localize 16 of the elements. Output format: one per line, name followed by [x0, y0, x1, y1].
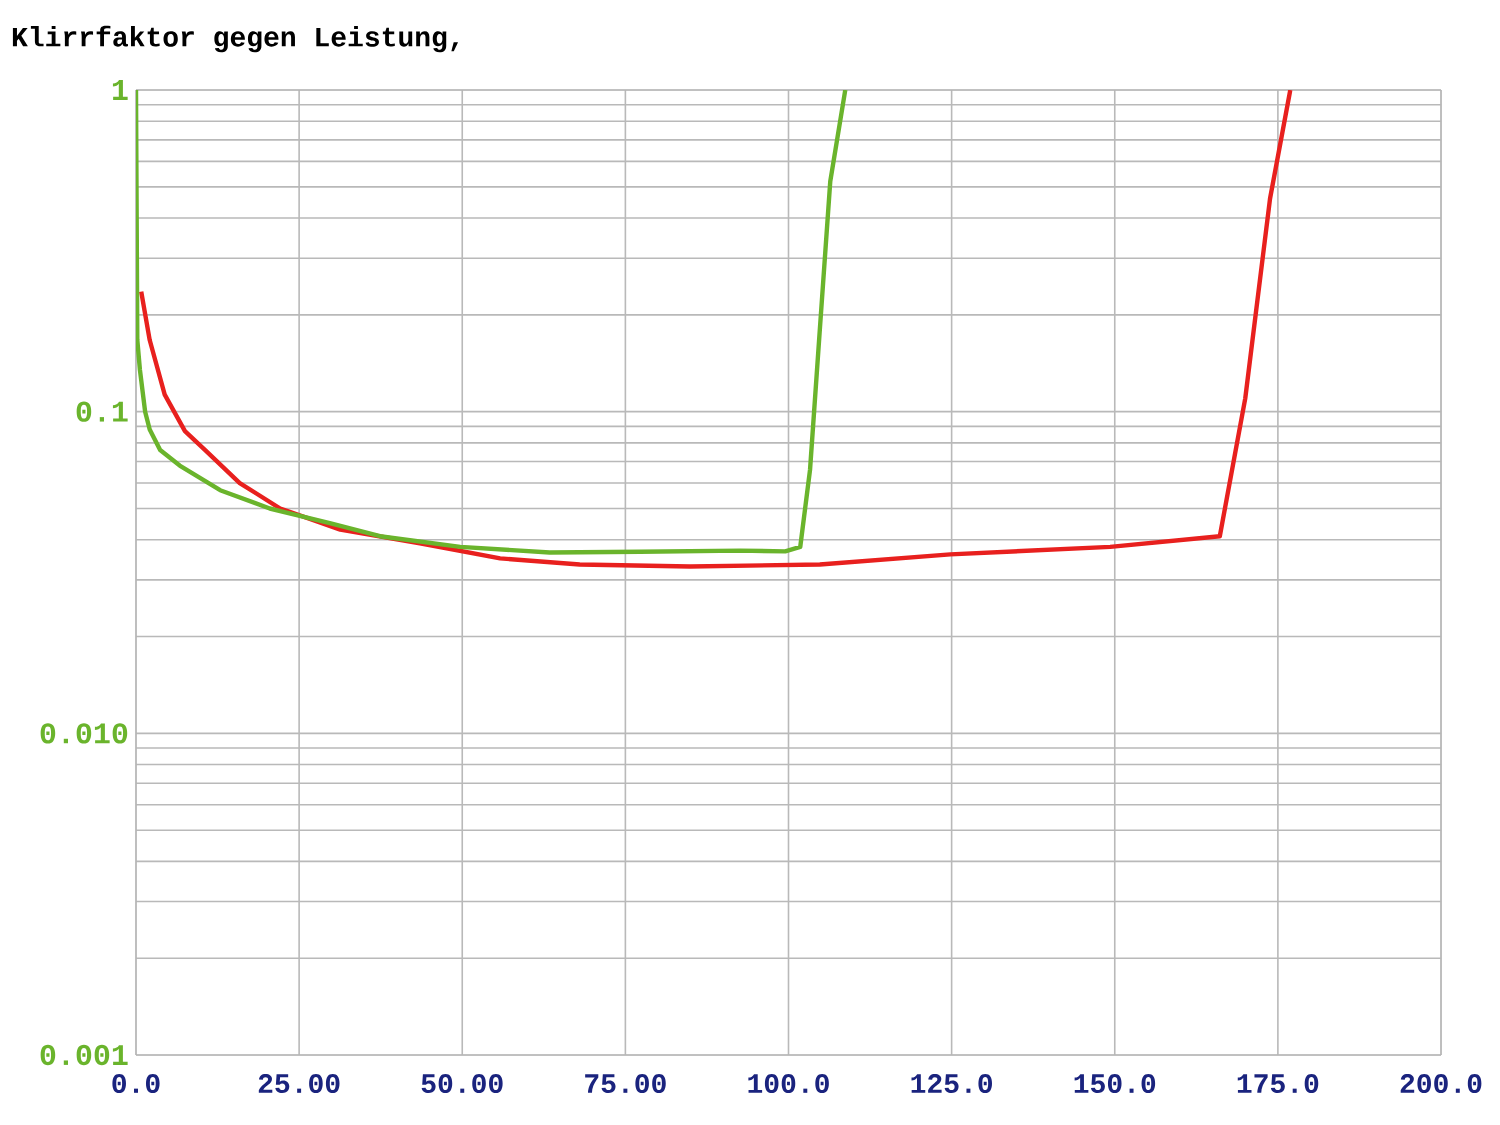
x-tick-label: 0.0 [112, 1074, 160, 1094]
line-series [136, 90, 848, 555]
x-tick-label: 50.00 [421, 1074, 503, 1094]
x-tick-label: 175.0 [1237, 1074, 1319, 1094]
x-tick-label: 125.0 [911, 1074, 993, 1094]
chart-title: Klirrfaktor gegen Leistung, [12, 25, 459, 53]
x-tick-label: 150.0 [1074, 1074, 1156, 1094]
x-tick-label: 75.00 [585, 1074, 666, 1094]
y-tick-label: 0.1 [76, 401, 128, 422]
y-tick-label: 0.001 [40, 1044, 128, 1066]
line-series [139, 90, 1293, 569]
x-tick-label: 200.0 [1400, 1074, 1482, 1094]
y-tick-label: 0.010 [40, 723, 128, 744]
y-tick-label: 1 [112, 80, 128, 100]
x-tick-label: 25.00 [258, 1074, 340, 1094]
x-tick-label: 100.0 [748, 1074, 829, 1094]
